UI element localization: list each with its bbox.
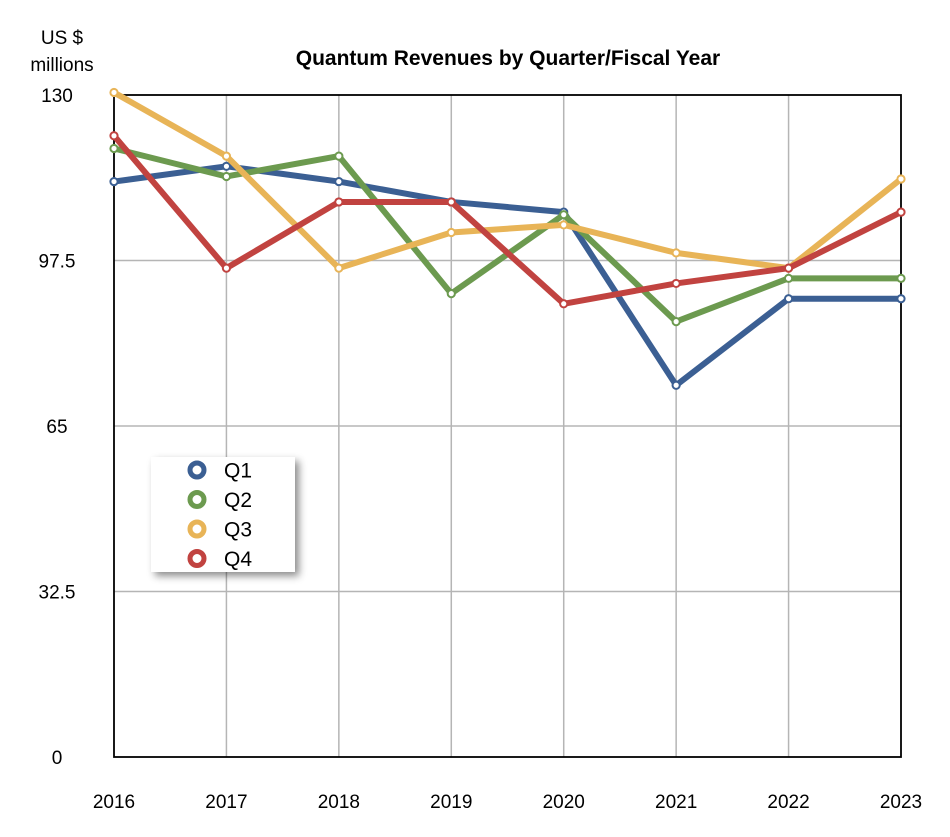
data-point <box>671 380 681 390</box>
legend-marker <box>187 490 207 509</box>
series-line <box>111 163 904 389</box>
series-q4 <box>109 131 906 309</box>
legend: Q1 Q2 Q3 Q4 <box>151 457 295 572</box>
plot-frame <box>113 94 902 758</box>
legend-label: Q2 <box>224 489 252 512</box>
y-axis-ticks: 0 32.5 65 97.5 130 <box>39 86 76 769</box>
data-point <box>109 176 119 187</box>
y-axis-unit-line2: millions <box>30 55 93 76</box>
x-tick-label: 2020 <box>543 792 585 813</box>
x-tick-label: 2022 <box>767 792 809 813</box>
data-point <box>334 263 344 273</box>
legend-label: Q3 <box>224 519 252 542</box>
x-tick-label: 2023 <box>880 792 922 813</box>
data-point <box>671 278 681 289</box>
legend-label: Q4 <box>224 548 252 571</box>
y-tick-label: 0 <box>52 748 63 769</box>
legend-marker <box>187 519 207 539</box>
data-point <box>559 210 569 220</box>
x-tick-label: 2021 <box>655 792 697 813</box>
series-q3 <box>109 87 906 273</box>
legend-label: Q1 <box>224 460 252 483</box>
data-point <box>221 151 232 161</box>
data-point <box>896 294 906 304</box>
data-point <box>671 317 681 327</box>
data-point <box>896 174 906 184</box>
data-point <box>783 294 794 304</box>
y-tick-label: 97.5 <box>39 252 76 273</box>
legend-item-q4: Q4 <box>187 548 252 571</box>
x-tick-label: 2017 <box>205 792 247 813</box>
data-point <box>334 151 344 161</box>
legend-item-q3: Q3 <box>187 519 252 542</box>
x-tick-label: 2019 <box>430 792 472 813</box>
data-point <box>446 227 456 238</box>
data-point <box>559 299 569 309</box>
data-point <box>221 171 232 182</box>
legend-box <box>151 457 295 572</box>
data-point <box>334 197 344 207</box>
data-point <box>334 176 344 187</box>
data-point <box>446 197 456 207</box>
y-tick-label: 130 <box>41 86 73 107</box>
data-point <box>109 143 119 154</box>
data-point <box>783 263 794 273</box>
data-point <box>896 207 906 217</box>
data-point <box>896 273 906 283</box>
data-point <box>109 131 119 141</box>
x-tick-label: 2016 <box>93 792 135 813</box>
data-point <box>446 289 456 299</box>
data-point <box>783 273 794 283</box>
data-point <box>671 248 681 258</box>
legend-item-q1: Q1 <box>187 460 252 483</box>
series <box>109 87 906 390</box>
legend-item-q2: Q2 <box>187 489 252 512</box>
x-tick-label: 2018 <box>318 792 360 813</box>
legend-marker <box>187 460 207 480</box>
legend-marker <box>187 549 207 568</box>
chart-title: Quantum Revenues by Quarter/Fiscal Year <box>296 47 720 70</box>
series-line <box>111 132 904 307</box>
y-tick-label: 32.5 <box>39 583 76 604</box>
y-axis-unit-line1: US $ <box>41 28 84 49</box>
x-axis-ticks: 2016 2017 2018 2019 2020 2021 2022 2023 <box>93 792 922 813</box>
series-line <box>111 89 904 272</box>
data-point <box>221 161 232 171</box>
data-point <box>221 263 232 273</box>
series-line <box>111 145 904 325</box>
grid <box>114 95 901 757</box>
data-point <box>559 220 569 230</box>
data-point <box>109 87 119 98</box>
y-tick-label: 65 <box>46 417 67 438</box>
